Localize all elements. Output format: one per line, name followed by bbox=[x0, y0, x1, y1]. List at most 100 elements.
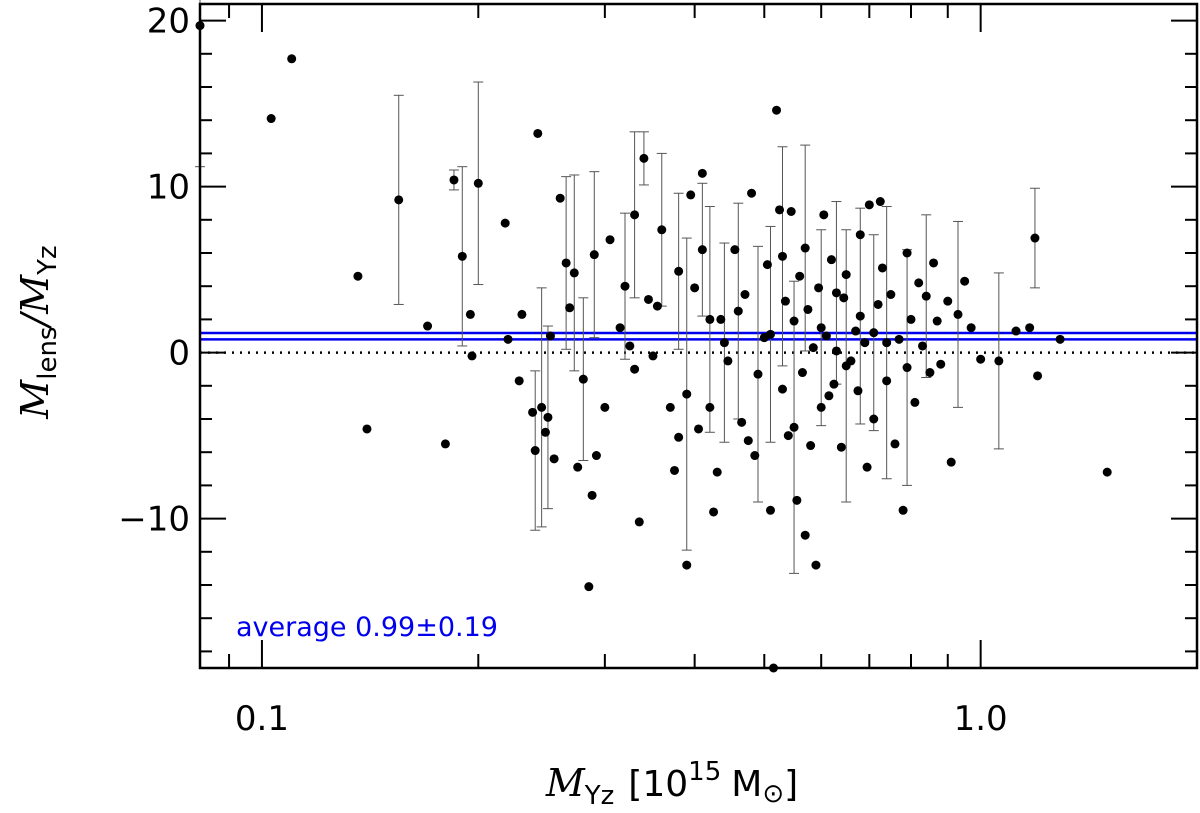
data-point bbox=[811, 560, 821, 570]
data-point bbox=[826, 255, 836, 265]
data-point bbox=[565, 303, 575, 313]
data-point bbox=[545, 331, 555, 341]
data-point bbox=[561, 258, 571, 268]
data-point bbox=[733, 306, 743, 316]
data-point bbox=[929, 258, 939, 268]
data-point bbox=[540, 427, 550, 437]
data-point bbox=[1033, 371, 1043, 381]
data-point bbox=[894, 334, 904, 344]
data-point bbox=[457, 251, 467, 261]
data-point bbox=[537, 402, 547, 412]
data-point bbox=[634, 517, 644, 527]
data-point bbox=[1011, 326, 1021, 336]
data-point bbox=[589, 250, 599, 260]
data-point bbox=[530, 446, 540, 456]
data-point bbox=[690, 283, 700, 293]
data-point bbox=[836, 442, 846, 452]
data-point bbox=[719, 338, 729, 348]
data-point bbox=[266, 114, 276, 124]
data-point bbox=[910, 397, 920, 407]
data-point bbox=[860, 338, 870, 348]
axes: −10 0 10 20 0.1 1.0 bbox=[118, 2, 1199, 739]
data-point bbox=[587, 490, 597, 500]
data-point bbox=[862, 462, 872, 472]
data-point bbox=[573, 462, 583, 472]
data-point bbox=[449, 175, 459, 185]
data-point bbox=[873, 299, 883, 309]
data-point bbox=[682, 389, 692, 399]
data-points bbox=[195, 21, 1112, 673]
data-point bbox=[605, 235, 615, 245]
data-point bbox=[932, 316, 942, 326]
data-point bbox=[855, 230, 865, 240]
data-point bbox=[906, 314, 916, 324]
data-point bbox=[853, 386, 863, 396]
data-point bbox=[846, 356, 856, 366]
data-point bbox=[953, 309, 963, 319]
data-point bbox=[816, 323, 826, 333]
data-point bbox=[353, 271, 363, 281]
labels: MYz [1015 M⊙] Mlens/MYz average 0.99±0.19 bbox=[13, 245, 798, 811]
data-point bbox=[639, 153, 649, 163]
data-point bbox=[864, 200, 874, 210]
data-point bbox=[792, 495, 802, 505]
data-point bbox=[517, 309, 527, 319]
data-point bbox=[777, 251, 787, 261]
data-point bbox=[936, 359, 946, 369]
data-point bbox=[966, 323, 976, 333]
data-point bbox=[549, 454, 559, 464]
data-point bbox=[1025, 323, 1035, 333]
data-point bbox=[625, 341, 635, 351]
data-point bbox=[943, 296, 953, 306]
data-point bbox=[814, 283, 824, 293]
data-point bbox=[777, 384, 787, 394]
data-point bbox=[882, 338, 892, 348]
data-point bbox=[808, 343, 818, 353]
average-band bbox=[200, 331, 1197, 341]
data-point bbox=[740, 290, 750, 299]
data-point bbox=[875, 197, 885, 207]
data-point bbox=[762, 260, 772, 270]
data-point bbox=[1102, 467, 1112, 477]
data-point bbox=[709, 507, 719, 517]
data-point bbox=[730, 245, 740, 255]
data-point bbox=[705, 402, 715, 412]
data-point bbox=[712, 467, 722, 477]
data-point bbox=[423, 321, 433, 331]
data-point bbox=[648, 351, 658, 361]
data-point bbox=[591, 451, 601, 461]
data-point bbox=[890, 439, 900, 449]
data-point bbox=[674, 432, 684, 442]
data-point bbox=[723, 356, 733, 366]
data-point bbox=[925, 368, 935, 378]
data-point bbox=[902, 363, 912, 373]
data-point bbox=[839, 293, 849, 303]
y-tick-label: 0 bbox=[168, 334, 190, 374]
y-tick-label: 10 bbox=[147, 168, 190, 208]
data-point bbox=[869, 414, 879, 424]
error-bars bbox=[195, 0, 1040, 574]
data-point bbox=[743, 436, 753, 446]
data-point bbox=[851, 326, 861, 336]
data-point bbox=[775, 205, 785, 215]
data-point bbox=[789, 316, 799, 326]
data-point bbox=[759, 333, 769, 343]
data-point bbox=[829, 379, 839, 389]
data-point bbox=[772, 105, 782, 115]
data-point bbox=[789, 422, 799, 432]
data-point bbox=[806, 441, 816, 451]
data-point bbox=[440, 439, 450, 449]
data-point bbox=[630, 210, 640, 220]
data-point bbox=[795, 271, 805, 281]
data-point bbox=[705, 314, 715, 324]
y-tick-label: 20 bbox=[147, 2, 190, 42]
data-point bbox=[694, 424, 704, 434]
data-point bbox=[877, 263, 887, 273]
data-point bbox=[882, 376, 892, 386]
data-point bbox=[921, 291, 931, 301]
data-point bbox=[569, 268, 579, 278]
data-point bbox=[716, 314, 726, 324]
data-point bbox=[786, 207, 796, 216]
data-point bbox=[697, 168, 707, 178]
